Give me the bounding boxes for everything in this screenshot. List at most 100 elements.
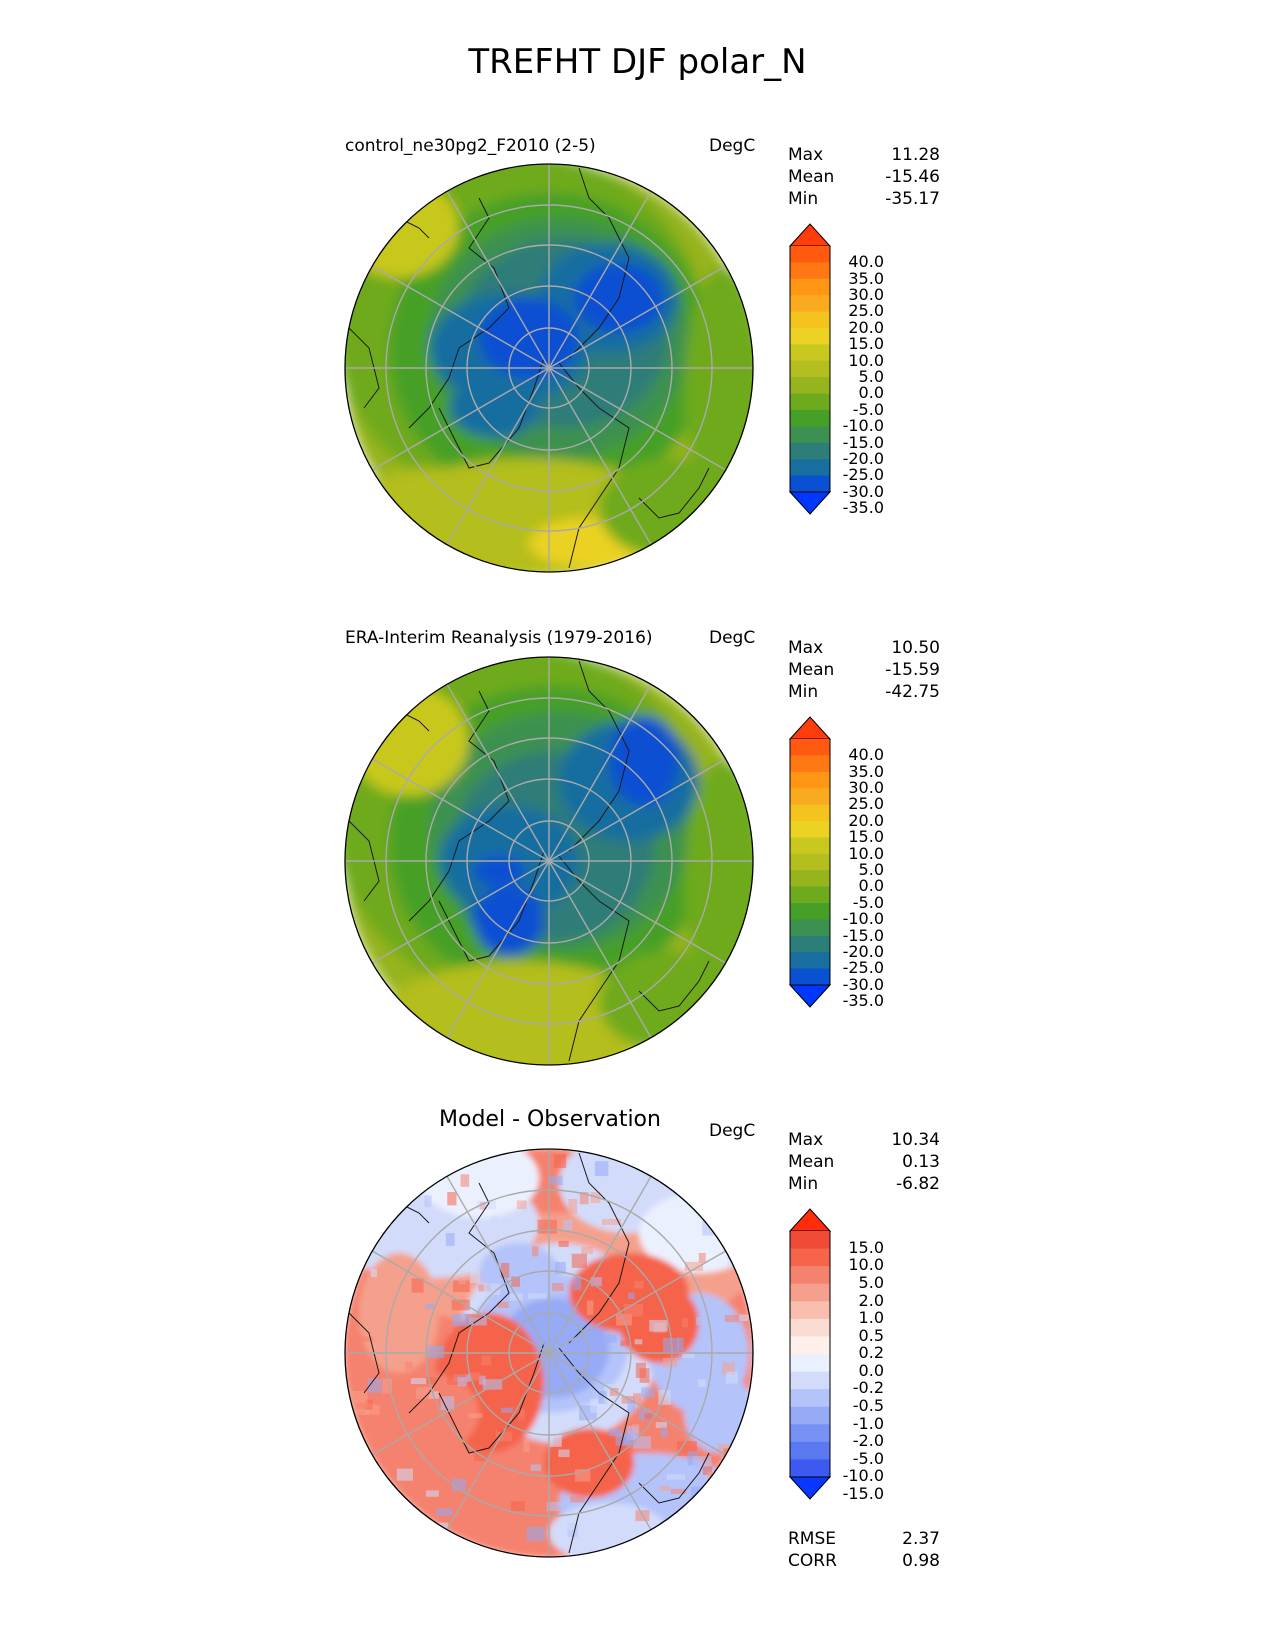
field-cell xyxy=(702,1466,712,1476)
units-label: DegC xyxy=(709,1121,756,1141)
field-cell xyxy=(658,1389,671,1405)
colorbar-swatch xyxy=(790,1248,830,1267)
stat-label-max: Max xyxy=(788,1130,824,1150)
stat-value-max: 11.28 xyxy=(891,145,940,165)
stat-value-min: -6.82 xyxy=(896,1174,940,1194)
graticule xyxy=(345,164,753,572)
colorbar-swatch xyxy=(790,853,830,871)
field-cell xyxy=(552,1283,564,1291)
colorbar-swatch xyxy=(790,459,830,477)
field-cell xyxy=(644,1413,652,1420)
colorbar-swatch xyxy=(790,295,830,313)
field-cell xyxy=(425,1377,437,1384)
colorbar-tick-label: 35.0 xyxy=(848,761,884,781)
field-cell xyxy=(517,1409,525,1422)
colorbar-tick-label: 10.0 xyxy=(848,350,884,370)
colorbar-tick-label: 5.0 xyxy=(858,1272,884,1292)
field-cell xyxy=(570,1496,585,1503)
field-cell xyxy=(609,1387,619,1396)
field-cell xyxy=(410,1378,427,1385)
field-cell xyxy=(468,1413,483,1419)
field-cell xyxy=(573,1276,582,1291)
colorbar-swatch xyxy=(790,1318,830,1337)
field-region xyxy=(474,856,524,886)
field-cell xyxy=(574,1178,583,1188)
field-cell xyxy=(608,1428,623,1437)
colorbar-extend-min xyxy=(788,491,832,515)
field-cell xyxy=(353,1336,374,1342)
field-cell xyxy=(549,1175,563,1186)
colorbar-tick-label: 0.0 xyxy=(858,383,884,403)
colorbar-swatch xyxy=(790,1231,830,1250)
stat-label-min: Min xyxy=(788,1174,819,1194)
stat-label-mean: Mean xyxy=(788,1152,835,1172)
field-cell xyxy=(639,1368,650,1383)
map-boundary xyxy=(344,1148,754,1558)
colorbar-tick-label: 30.0 xyxy=(848,285,884,304)
colorbar-tick-label: 0.5 xyxy=(858,1325,884,1345)
colorbar-tick-label: 5.0 xyxy=(858,367,884,386)
field-cell xyxy=(523,1440,530,1452)
colorbar-extend-max xyxy=(788,223,832,247)
colorbar-extend-min xyxy=(788,1476,832,1500)
colorbar-tick-label: -5.0 xyxy=(852,399,884,419)
colorbar-swatch xyxy=(790,870,830,888)
colorbar-tick-label: -5.0 xyxy=(852,892,884,912)
colorbar-tick-label: -15.0 xyxy=(842,432,884,452)
field-cell xyxy=(558,1240,569,1248)
field-cell xyxy=(445,1233,455,1246)
field-cell xyxy=(479,1375,486,1385)
field-cell xyxy=(581,1246,593,1255)
colorbar-tick-label: -35.0 xyxy=(842,991,884,1011)
field-cell xyxy=(528,1293,547,1299)
field-region xyxy=(479,298,579,378)
field-cell xyxy=(561,1456,579,1463)
colorbar-2 xyxy=(788,1208,832,1500)
colorbar-swatch xyxy=(790,475,830,493)
field-cell xyxy=(424,1195,432,1207)
colorbar-tick-label: 40.0 xyxy=(848,745,884,765)
field-region xyxy=(379,1373,479,1453)
colorbar-tick-label: -10.0 xyxy=(842,416,884,436)
field-cell xyxy=(427,1345,445,1359)
colorbar-swatch xyxy=(790,1371,830,1390)
field-cell xyxy=(621,1396,635,1404)
colorbar-swatch xyxy=(790,837,830,855)
polar-map-0 xyxy=(344,163,754,573)
field-cell xyxy=(477,1200,496,1210)
field-cell xyxy=(567,1522,578,1538)
field-cell xyxy=(598,1391,607,1404)
colorbar-tick-label: 25.0 xyxy=(848,794,884,814)
field-cell xyxy=(666,1278,677,1288)
field-cell xyxy=(586,1300,594,1315)
field-cell xyxy=(722,1362,735,1375)
field-cell xyxy=(655,1422,667,1429)
metric-value-corr: 0.98 xyxy=(902,1551,940,1571)
colorbar-tick-label: -25.0 xyxy=(842,958,884,978)
field-cell xyxy=(458,1277,466,1285)
field-cell xyxy=(659,1485,671,1492)
colorbar-tick-label: -15.0 xyxy=(842,925,884,945)
metric-label-corr: CORR xyxy=(788,1551,837,1571)
stat-label-mean: Mean xyxy=(788,167,835,187)
colorbar-1 xyxy=(788,716,832,1008)
field-cell xyxy=(658,1181,670,1192)
panel-title: control_ne30pg2_F2010 (2-5) xyxy=(345,136,596,156)
colorbar-swatch xyxy=(790,442,830,460)
colorbar-tick-label: -0.5 xyxy=(852,1395,884,1415)
field-cell xyxy=(425,1490,439,1497)
colorbar-tick-label: 15.0 xyxy=(848,1237,884,1257)
field-cell xyxy=(649,1319,668,1332)
units-label: DegC xyxy=(709,136,756,156)
colorbar-swatch xyxy=(790,1336,830,1355)
colorbar-extend-max xyxy=(788,1208,832,1232)
colorbar-tick-label: -30.0 xyxy=(842,974,884,994)
colorbar-swatch xyxy=(790,1266,830,1285)
field-cell xyxy=(491,1215,498,1229)
colorbar-swatch xyxy=(790,1424,830,1443)
colorbar-swatch xyxy=(790,919,830,937)
colorbar-tick-label: 0.0 xyxy=(858,876,884,896)
field-cell xyxy=(610,1308,622,1316)
stat-value-mean: -15.59 xyxy=(885,660,940,680)
field-cell xyxy=(670,1488,687,1494)
